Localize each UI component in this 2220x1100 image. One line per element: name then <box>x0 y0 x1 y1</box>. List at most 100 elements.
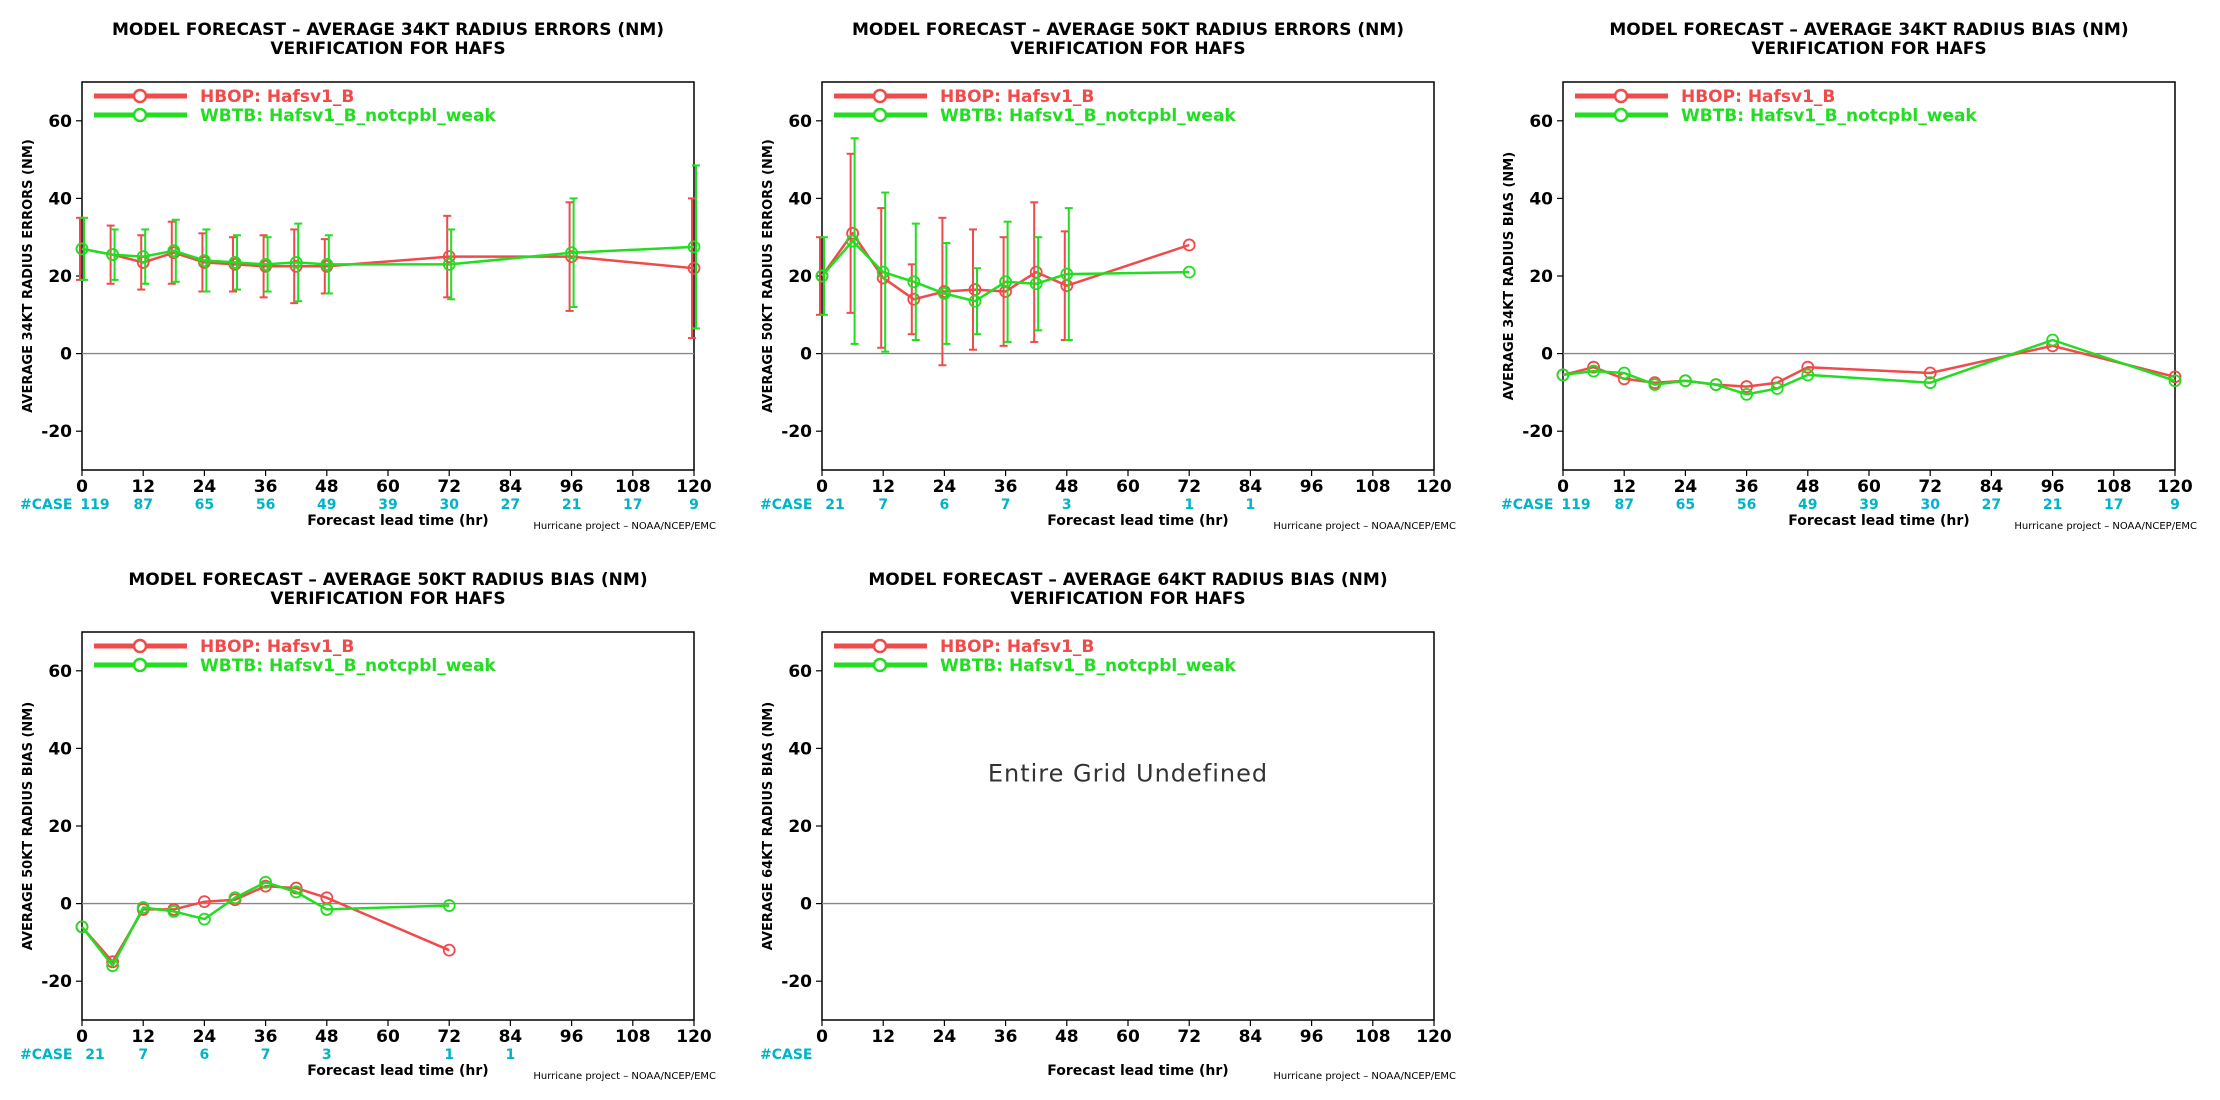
y-tick-label: -20 <box>41 422 72 442</box>
data-point <box>289 885 303 899</box>
data-point <box>442 250 456 264</box>
legend-marker <box>872 657 888 673</box>
x-tick-label: 60 <box>1116 1027 1140 1047</box>
legend-label: WBTB: Hafsv1_B_notcpbl_weak <box>200 656 496 676</box>
data-point <box>197 254 211 267</box>
y-tick-label: -20 <box>41 972 72 992</box>
legend-label: HBOP: Hafsv1_B <box>200 87 354 107</box>
x-tick-label: 36 <box>254 477 278 497</box>
y-tick-label: -20 <box>781 422 812 442</box>
data-point <box>289 881 303 895</box>
x-tick-label: 96 <box>2041 477 2065 497</box>
case-count: 21 <box>85 1047 104 1063</box>
data-point <box>907 275 921 289</box>
legend-marker <box>132 657 148 673</box>
series-2 <box>75 875 456 973</box>
x-tick-label: 120 <box>676 477 712 497</box>
y-axis-label: AVERAGE 34KT RADIUS ERRORS (NM) <box>21 139 36 413</box>
data-point <box>167 244 181 258</box>
data-point <box>846 234 859 248</box>
y-tick-label: 20 <box>788 817 812 837</box>
credit-text: Hurricane project – NOAA/NCEP/EMC <box>1273 1071 1456 1082</box>
case-count: 1 <box>444 1047 454 1063</box>
data-point <box>938 287 951 300</box>
data-point <box>1801 360 1815 374</box>
y-axis-label: AVERAGE 50KT RADIUS BIAS (NM) <box>21 702 36 950</box>
legend-label: WBTB: Hafsv1_B_notcpbl_weak <box>200 106 496 126</box>
y-tick-label: 20 <box>48 817 72 837</box>
data-point <box>846 226 859 240</box>
data-point <box>999 275 1012 289</box>
plot-frame <box>81 81 695 471</box>
y-tick-label: 60 <box>48 662 72 682</box>
case-count: 7 <box>138 1047 148 1063</box>
case-count: 30 <box>1920 497 1940 513</box>
case-prefix: #CASE <box>20 1047 73 1063</box>
data-point <box>907 292 921 306</box>
legend-marker <box>132 88 148 104</box>
credit-text: Hurricane project – NOAA/NCEP/EMC <box>533 521 716 532</box>
x-tick-label: 24 <box>933 477 957 497</box>
legend-marker <box>872 88 888 104</box>
chart-title: MODEL FORECAST – AVERAGE 64KT RADIUS BIA… <box>868 570 1387 590</box>
data-point <box>1029 277 1043 291</box>
x-tick-label: 84 <box>1239 1027 1263 1047</box>
case-count: 7 <box>878 497 888 513</box>
data-point <box>1740 380 1753 393</box>
y-tick-label: 40 <box>788 189 812 209</box>
case-count: 17 <box>623 497 642 513</box>
legend-marker <box>1613 107 1629 123</box>
case-prefix: #CASE <box>20 497 73 513</box>
x-tick-label: 12 <box>1612 477 1636 497</box>
data-point <box>320 257 334 271</box>
x-tick-label: 108 <box>2096 477 2132 497</box>
legend-label: HBOP: Hafsv1_B <box>940 637 1094 657</box>
case-count: 27 <box>501 497 520 513</box>
case-count: 65 <box>195 497 214 513</box>
chart-panel-2: MODEL FORECAST – AVERAGE 50KT RADIUS ERR… <box>760 20 1456 532</box>
data-point <box>136 250 150 264</box>
x-tick-label: 96 <box>560 477 584 497</box>
legend-label: HBOP: Hafsv1_B <box>1681 87 1835 107</box>
plot-frame <box>81 631 695 1021</box>
data-point <box>565 250 578 264</box>
series-2 <box>815 137 1196 353</box>
x-tick-label: 120 <box>2157 477 2193 497</box>
y-tick-label: 20 <box>48 267 72 287</box>
data-point <box>565 246 578 260</box>
x-tick-label: 108 <box>615 477 651 497</box>
x-axis-label: Forecast lead time (hr) <box>1788 513 1969 529</box>
y-tick-label: -20 <box>1522 422 1553 442</box>
y-tick-label: 0 <box>800 345 812 365</box>
case-count: 56 <box>256 497 275 513</box>
chart-title: MODEL FORECAST – AVERAGE 50KT RADIUS ERR… <box>852 20 1404 40</box>
data-point <box>197 912 211 926</box>
undefined-message: Entire Grid Undefined <box>988 759 1268 787</box>
x-tick-label: 12 <box>131 1027 155 1047</box>
y-tick-label: 40 <box>48 739 72 759</box>
x-tick-label: 24 <box>933 1027 957 1047</box>
data-point <box>1801 368 1815 382</box>
x-tick-label: 84 <box>1980 477 2004 497</box>
data-point <box>1679 374 1692 388</box>
y-tick-label: 0 <box>60 895 72 915</box>
y-tick-label: -20 <box>781 972 812 992</box>
case-prefix: #CASE <box>1501 497 1554 513</box>
x-axis-label: Forecast lead time (hr) <box>307 513 488 529</box>
x-tick-label: 48 <box>1055 477 1079 497</box>
x-tick-label: 84 <box>499 1027 523 1047</box>
case-count: 1 <box>1246 497 1256 513</box>
data-point <box>1770 382 1784 395</box>
x-tick-label: 120 <box>676 1027 712 1047</box>
x-tick-label: 84 <box>1239 477 1263 497</box>
y-tick-label: 20 <box>1529 267 1553 287</box>
case-count: 21 <box>2043 497 2062 513</box>
data-point <box>687 261 701 275</box>
x-tick-label: 96 <box>1300 1027 1324 1047</box>
data-point <box>2168 374 2182 388</box>
y-axis-label: AVERAGE 34KT RADIUS BIAS (NM) <box>1502 152 1517 400</box>
x-tick-label: 60 <box>1857 477 1881 497</box>
data-point <box>289 256 303 269</box>
legend-label: WBTB: Hafsv1_B_notcpbl_weak <box>1681 106 1977 126</box>
x-tick-label: 72 <box>1177 477 1201 497</box>
